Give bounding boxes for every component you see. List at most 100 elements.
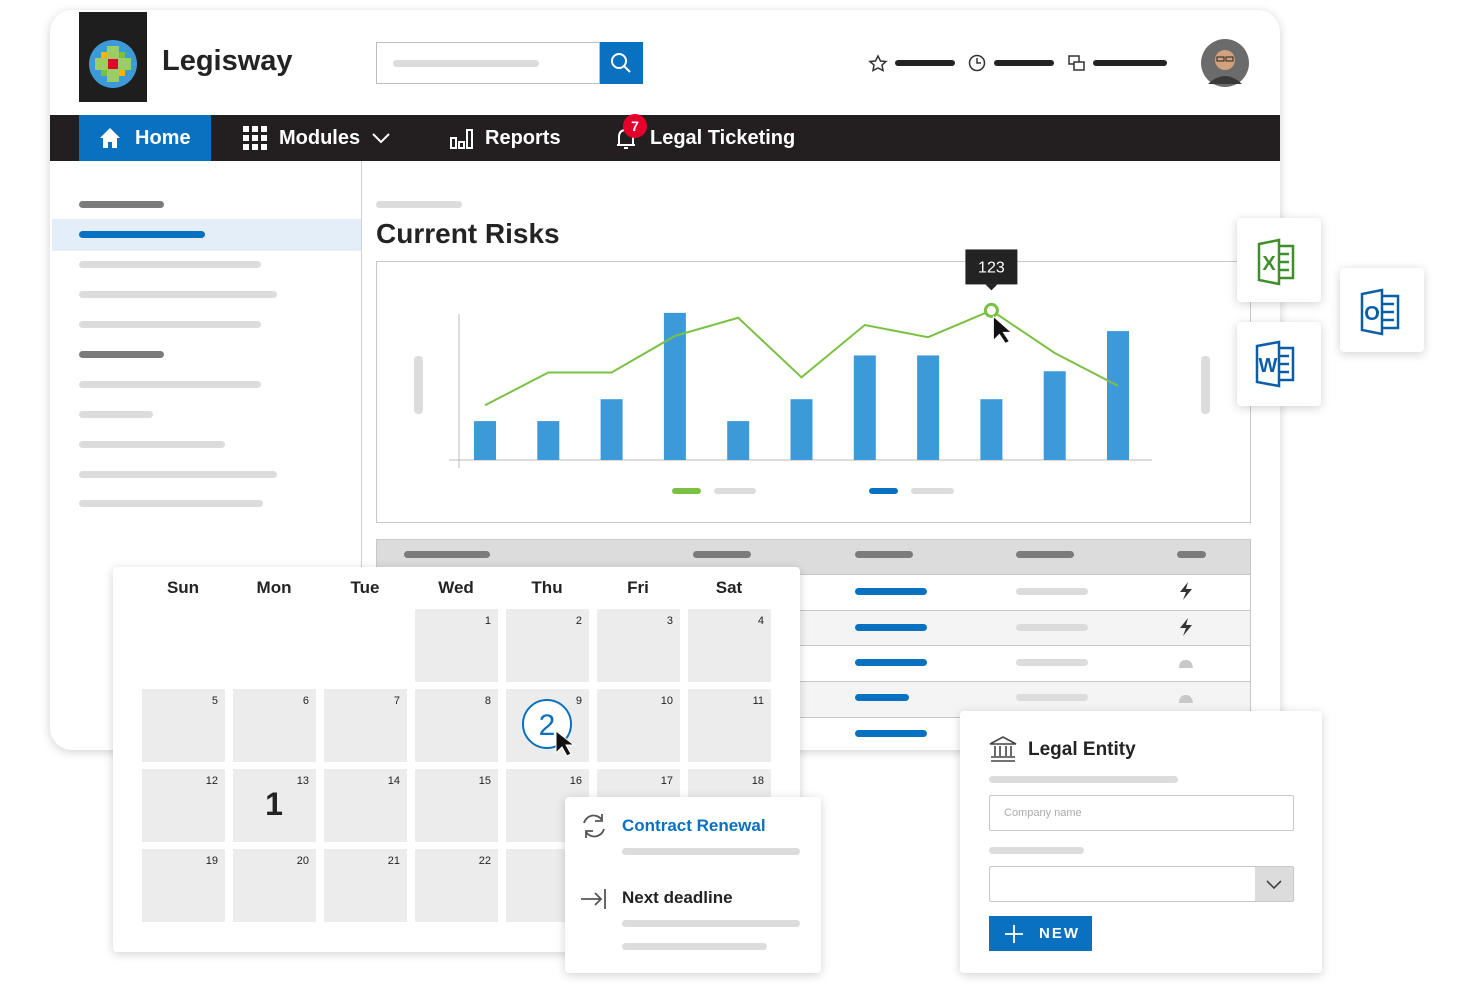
entity-card: Legal Entity Company name NEW bbox=[960, 711, 1322, 973]
company-input[interactable]: Company name bbox=[989, 795, 1294, 831]
bar bbox=[1043, 371, 1066, 460]
date-label: 6 bbox=[302, 695, 309, 707]
toolbar[interactable] bbox=[860, 50, 1180, 78]
calendar-cell[interactable]: 13 1 bbox=[233, 769, 316, 842]
app-letter: X bbox=[1262, 253, 1276, 275]
date-label: 22 bbox=[478, 855, 491, 867]
reminders-popup: Contract Renewal Next deadline bbox=[565, 797, 821, 973]
weekday: Tue bbox=[350, 578, 380, 597]
calendar-cell[interactable]: 21 bbox=[324, 849, 407, 922]
date-label: 5 bbox=[211, 695, 218, 707]
entity-title: Legal Entity bbox=[1028, 739, 1136, 760]
excel-card[interactable]: X bbox=[1237, 218, 1321, 302]
bar bbox=[537, 421, 560, 460]
weekday: Sun bbox=[166, 578, 200, 597]
chart: 123 bbox=[414, 249, 1210, 494]
calendar-cell[interactable]: 3 bbox=[597, 609, 680, 682]
date-label: 13 bbox=[296, 775, 309, 787]
highlight-point bbox=[983, 302, 999, 318]
weekday: Sat bbox=[715, 578, 743, 597]
calendar-cell[interactable]: 5 bbox=[142, 689, 225, 762]
date-label: 7 bbox=[393, 695, 400, 707]
new-button[interactable]: NEW bbox=[989, 916, 1092, 951]
modules-icon bbox=[243, 126, 267, 150]
logo-box bbox=[79, 12, 147, 102]
weekday: Thu bbox=[531, 578, 563, 597]
home-icon bbox=[100, 128, 120, 148]
calendar-cell[interactable]: 2 bbox=[506, 609, 589, 682]
tooltip-label: 123 bbox=[978, 259, 1005, 276]
cursor bbox=[555, 729, 576, 757]
line bbox=[484, 309, 1119, 407]
search-box[interactable] bbox=[376, 42, 600, 84]
reminder-title[interactable]: Next deadline bbox=[622, 888, 733, 907]
date-label: 21 bbox=[387, 855, 400, 867]
date-label: 20 bbox=[296, 855, 309, 867]
bar bbox=[474, 421, 496, 460]
tooltip bbox=[965, 249, 1018, 285]
reports-icon bbox=[450, 129, 473, 149]
notification-badge: 7 bbox=[623, 114, 647, 138]
date-label: 14 bbox=[387, 775, 400, 787]
date-label: 16 bbox=[569, 775, 582, 787]
nav-item[interactable]: Home bbox=[135, 127, 191, 149]
calendar-cell[interactable]: 22 bbox=[415, 849, 498, 922]
calendar-cell[interactable]: 12 bbox=[142, 769, 225, 842]
cursor-shape bbox=[555, 729, 576, 757]
date-label: 4 bbox=[757, 615, 764, 627]
date-label: 8 bbox=[484, 695, 491, 707]
calendar-cell[interactable]: 1 bbox=[415, 609, 498, 682]
date-label: 15 bbox=[478, 775, 491, 787]
brand: Legisway bbox=[162, 45, 293, 77]
page-title: Current Risks bbox=[376, 218, 560, 249]
date-label: 18 bbox=[751, 775, 764, 787]
select[interactable] bbox=[989, 866, 1294, 902]
tooltip-arrow bbox=[985, 284, 998, 291]
calendar-cell[interactable]: 19 bbox=[142, 849, 225, 922]
date-label: 2 bbox=[575, 615, 582, 627]
nav-item[interactable]: Legal Ticketing bbox=[650, 127, 796, 149]
bar bbox=[980, 399, 1003, 460]
bar bbox=[663, 312, 686, 460]
weekday: Mon bbox=[256, 578, 292, 597]
calendar-cell[interactable]: 10 bbox=[597, 689, 680, 762]
calendar-cell[interactable]: 8 bbox=[415, 689, 498, 762]
calendar-cell[interactable]: 6 bbox=[233, 689, 316, 762]
date-label: 17 bbox=[660, 775, 673, 787]
search-button[interactable] bbox=[600, 42, 643, 84]
nav-item[interactable]: Reports bbox=[485, 127, 561, 149]
bar bbox=[853, 355, 876, 460]
weekday: Wed bbox=[438, 578, 474, 597]
bar bbox=[600, 399, 623, 460]
bar bbox=[790, 399, 813, 460]
date-label: 9 bbox=[575, 695, 582, 707]
calendar-cell[interactable]: 11 bbox=[688, 689, 771, 762]
app-letter: O bbox=[1364, 303, 1380, 325]
calendar-cell[interactable]: 20 bbox=[233, 849, 316, 922]
calendar-cell[interactable]: 15 bbox=[415, 769, 498, 842]
date-label: 1 bbox=[484, 615, 491, 627]
date-label: 3 bbox=[666, 615, 673, 627]
calendar-cell[interactable]: 4 bbox=[688, 609, 771, 682]
bar bbox=[727, 421, 750, 460]
date-label: 12 bbox=[205, 775, 218, 787]
input-placeholder: Company name bbox=[1004, 807, 1082, 819]
app-letter: W bbox=[1259, 355, 1278, 377]
avatar[interactable] bbox=[1200, 38, 1252, 90]
reminder-title[interactable]: Contract Renewal bbox=[622, 816, 766, 835]
calendar-cell[interactable]: 14 bbox=[324, 769, 407, 842]
date-label: 19 bbox=[205, 855, 218, 867]
breadcrumb bbox=[376, 201, 462, 208]
outlook-card[interactable]: O bbox=[1340, 268, 1424, 352]
date-label: 10 bbox=[660, 695, 673, 707]
word-card[interactable]: W bbox=[1237, 322, 1321, 406]
bar bbox=[917, 355, 940, 460]
event-count: 1 bbox=[265, 786, 283, 822]
cursor bbox=[992, 315, 1013, 345]
calendar-cell[interactable]: 7 bbox=[324, 689, 407, 762]
sidebar-divider bbox=[361, 161, 362, 750]
nav-item[interactable]: Modules bbox=[279, 127, 361, 149]
chevron bbox=[372, 133, 390, 144]
